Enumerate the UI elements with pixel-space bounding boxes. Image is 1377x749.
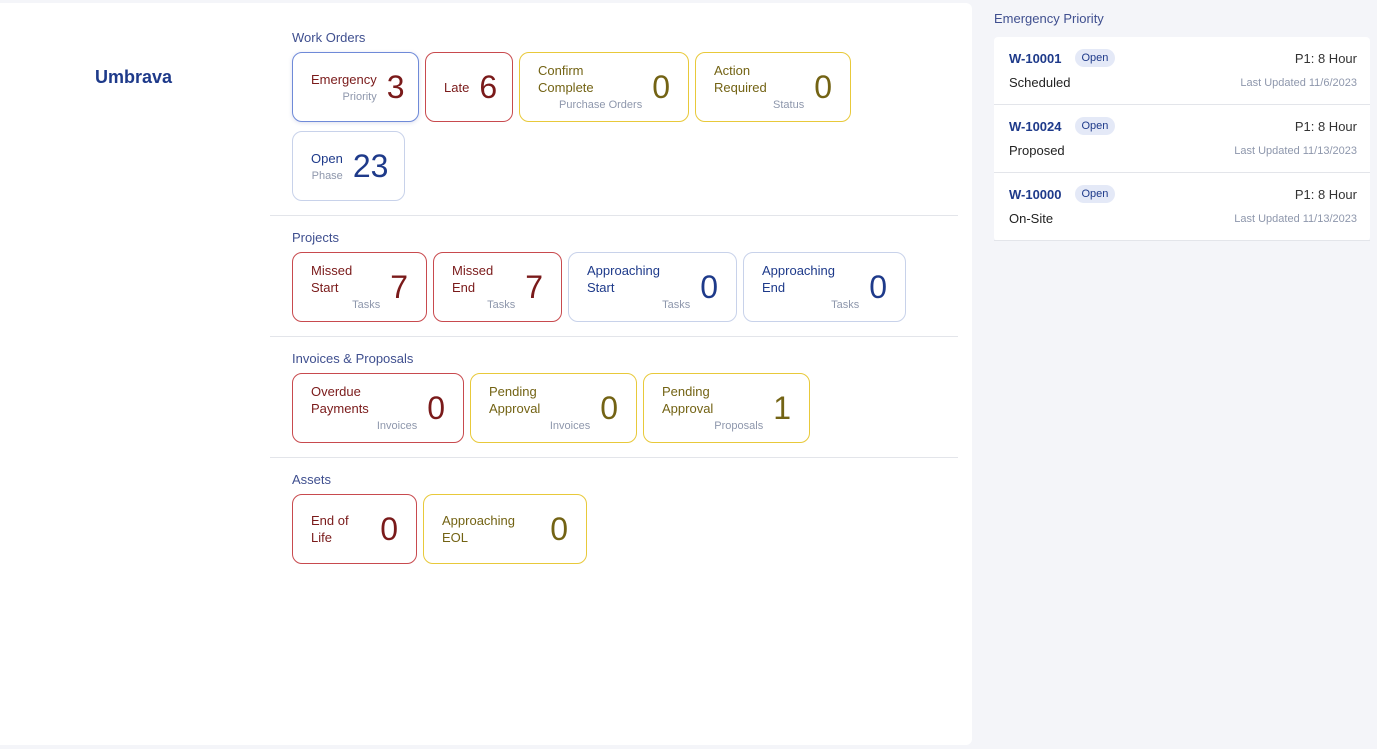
work-order-link[interactable]: W-10000 xyxy=(1009,186,1062,202)
card-label: Approaching Start xyxy=(587,263,660,295)
card-sublabel: Invoices xyxy=(549,420,591,432)
card-count: 0 xyxy=(380,511,398,547)
list-item[interactable]: W-10000 Open P1: 8 Hour On-Site Last Upd… xyxy=(994,173,1370,241)
card-count: 0 xyxy=(700,269,718,305)
work-order-status: Scheduled xyxy=(1009,75,1071,90)
card-count: 0 xyxy=(427,390,445,426)
card-action-required[interactable]: Action Required Status 0 xyxy=(695,52,851,122)
priority-label: P1: 8 Hour xyxy=(1294,118,1357,134)
card-sublabel: Invoices xyxy=(376,420,418,432)
card-label: Missed End xyxy=(452,263,494,295)
card-label: Confirm Complete xyxy=(538,63,594,95)
card-label: Overdue Payments xyxy=(311,384,369,416)
work-order-link[interactable]: W-10024 xyxy=(1009,118,1062,134)
last-updated: Last Updated 11/13/2023 xyxy=(1234,212,1357,225)
priority-label: P1: 8 Hour xyxy=(1294,50,1357,66)
card-count: 0 xyxy=(869,269,887,305)
card-approaching-end[interactable]: Approaching End Tasks 0 xyxy=(743,252,906,322)
card-pending-approval-proposals[interactable]: Pending Approval Proposals 1 xyxy=(643,373,810,443)
card-pending-approval-invoices[interactable]: Pending Approval Invoices 0 xyxy=(470,373,637,443)
card-sublabel: Tasks xyxy=(352,299,381,311)
card-overdue-payments[interactable]: Overdue Payments Invoices 0 xyxy=(292,373,464,443)
status-badge: Open xyxy=(1074,117,1116,135)
card-missed-end[interactable]: Missed End Tasks 7 xyxy=(433,252,562,322)
card-label: Emergency xyxy=(311,71,377,87)
work-order-link[interactable]: W-10001 xyxy=(1009,50,1062,66)
card-count: 3 xyxy=(386,69,405,105)
card-label: Late xyxy=(444,79,470,95)
card-label: Open xyxy=(311,150,343,166)
card-emergency-priority[interactable]: Emergency Priority 3 xyxy=(292,52,419,122)
card-label: Missed Start xyxy=(311,263,353,295)
card-confirm-complete[interactable]: Confirm Complete Purchase Orders 0 xyxy=(519,52,689,122)
status-badge: Open xyxy=(1074,49,1116,67)
card-count: 0 xyxy=(652,69,670,105)
card-count: 0 xyxy=(550,511,568,547)
section-title: Work Orders xyxy=(292,30,366,45)
priority-label: P1: 8 Hour xyxy=(1294,186,1357,202)
card-sublabel: Proposals xyxy=(714,420,764,432)
list-item[interactable]: W-10024 Open P1: 8 Hour Proposed Last Up… xyxy=(994,105,1370,173)
card-count: 1 xyxy=(773,390,791,426)
card-group: Missed Start Tasks 7 Missed End Tasks 7 Ap… xyxy=(292,252,972,322)
card-count: 0 xyxy=(814,69,832,105)
card-label: End of Life xyxy=(311,513,349,545)
card-open-phase[interactable]: Open Phase 23 xyxy=(292,131,405,201)
list-item[interactable]: W-10001 Open P1: 8 Hour Scheduled Last U… xyxy=(994,37,1370,105)
card-sublabel: Tasks xyxy=(662,299,691,311)
card-sublabel: Tasks xyxy=(487,299,516,311)
section-title: Projects xyxy=(292,230,339,245)
card-missed-start[interactable]: Missed Start Tasks 7 xyxy=(292,252,427,322)
card-label: Approaching End xyxy=(762,263,835,295)
card-end-of-life[interactable]: End of Life 0 xyxy=(292,494,417,564)
card-label: Pending Approval xyxy=(662,384,714,416)
main-panel: Umbrava Work Orders Emergency Priority 3 … xyxy=(0,3,972,745)
card-sublabel: Phase xyxy=(311,169,343,182)
card-approaching-start[interactable]: Approaching Start Tasks 0 xyxy=(568,252,737,322)
card-sublabel: Priority xyxy=(342,90,377,103)
card-sublabel: Tasks xyxy=(831,299,860,311)
section-title: Assets xyxy=(292,472,332,487)
section-title: Invoices & Proposals xyxy=(292,351,414,366)
card-count: 6 xyxy=(479,69,498,105)
section-work-orders: Work Orders Emergency Priority 3 Late 6 C… xyxy=(270,30,958,216)
card-count: 7 xyxy=(390,269,408,305)
status-badge: Open xyxy=(1074,185,1116,203)
card-count: 0 xyxy=(600,390,618,426)
card-label: Pending Approval xyxy=(489,384,541,416)
section-projects: Projects Missed Start Tasks 7 Missed End T… xyxy=(270,216,958,337)
card-sublabel: Status xyxy=(773,99,805,111)
last-updated: Last Updated 11/13/2023 xyxy=(1234,144,1357,157)
last-updated: Last Updated 11/6/2023 xyxy=(1240,76,1357,89)
emergency-priority-list: W-10001 Open P1: 8 Hour Scheduled Last U… xyxy=(994,37,1370,241)
work-order-status: On-Site xyxy=(1009,211,1054,226)
brand-name: Umbrava xyxy=(95,67,173,87)
card-label: Action Required xyxy=(714,63,767,95)
card-count: 23 xyxy=(352,148,389,184)
card-sublabel: Purchase Orders xyxy=(559,99,643,111)
card-group: End of Life 0 Approaching EOL 0 xyxy=(292,494,892,564)
sidebar-title: Emergency Priority xyxy=(994,11,1104,26)
card-group: Emergency Priority 3 Late 6 Confirm Compl… xyxy=(292,52,892,201)
card-late[interactable]: Late 6 xyxy=(425,52,513,122)
section-invoices-proposals: Invoices & Proposals Overdue Payments Inv… xyxy=(270,337,958,458)
work-order-status: Proposed xyxy=(1009,143,1065,158)
card-approaching-eol[interactable]: Approaching EOL 0 xyxy=(423,494,587,564)
section-assets: Assets End of Life 0 Approaching EOL 0 xyxy=(270,458,958,578)
card-group: Overdue Payments Invoices 0 Pending Appro… xyxy=(292,373,892,443)
card-label: Approaching EOL xyxy=(442,513,515,545)
dashboard: Work Orders Emergency Priority 3 Late 6 C… xyxy=(270,30,958,578)
card-count: 7 xyxy=(525,269,543,305)
